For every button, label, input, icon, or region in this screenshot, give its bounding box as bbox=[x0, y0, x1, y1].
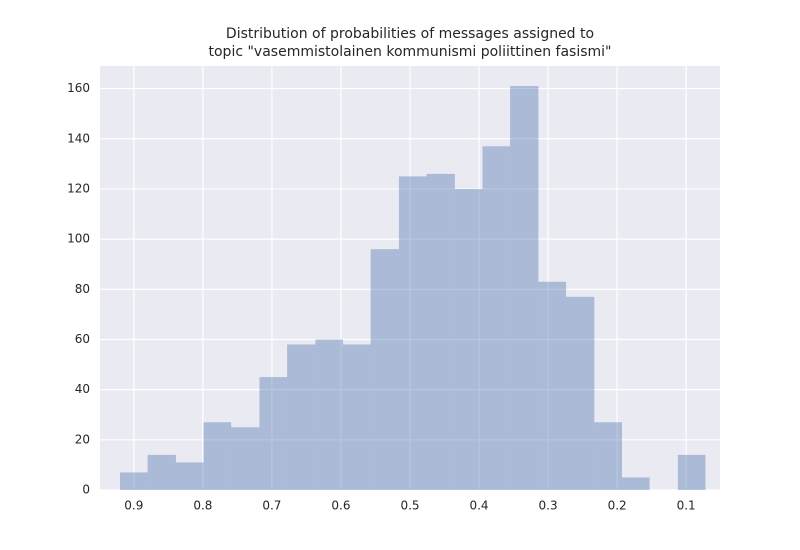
bar bbox=[594, 422, 622, 490]
bar bbox=[538, 281, 567, 490]
y-tick-label: 100 bbox=[67, 232, 90, 246]
bar bbox=[175, 462, 204, 490]
x-tick-label: 0.9 bbox=[124, 499, 143, 513]
bars bbox=[120, 86, 706, 490]
y-tick-label: 0 bbox=[82, 483, 90, 497]
bar bbox=[398, 176, 427, 490]
labels: 0 20 40 60 80 100 120 140 160 0.9 0.8 0.7 0.6 0.5 0.4 0… bbox=[67, 81, 696, 512]
bar bbox=[287, 344, 316, 490]
y-tick-label: 40 bbox=[75, 382, 90, 396]
x-tick-label: 0.3 bbox=[539, 499, 558, 513]
bar bbox=[677, 454, 706, 490]
bar bbox=[120, 472, 148, 490]
bar bbox=[315, 339, 344, 490]
y-tick-label: 140 bbox=[67, 131, 90, 145]
x-tick-label: 0.5 bbox=[400, 499, 419, 513]
y-tick-label: 20 bbox=[75, 432, 90, 446]
bar bbox=[426, 173, 455, 490]
bar bbox=[566, 296, 595, 490]
bar bbox=[259, 377, 288, 490]
x-tick-label: 0.6 bbox=[331, 499, 350, 513]
y-tick-label: 160 bbox=[67, 81, 90, 95]
y-tick-label: 80 bbox=[75, 282, 90, 296]
bar bbox=[343, 344, 371, 490]
x-tick-label: 0.4 bbox=[469, 499, 488, 513]
bar bbox=[370, 249, 399, 490]
x-tick-label: 0.1 bbox=[677, 499, 696, 513]
x-tick-label: 0.7 bbox=[262, 499, 281, 513]
bar bbox=[231, 427, 260, 490]
x-tick-label: 0.8 bbox=[193, 499, 212, 513]
y-tick-label: 120 bbox=[67, 181, 90, 195]
grid bbox=[100, 66, 720, 491]
bar bbox=[203, 422, 232, 490]
chart-title: topic "vasemmistolainen kommunismi polii… bbox=[209, 44, 612, 60]
bar bbox=[621, 477, 650, 490]
chart-title: Distribution of probabilities of message… bbox=[226, 26, 594, 42]
y-tick-label: 60 bbox=[75, 332, 90, 346]
bar bbox=[147, 454, 176, 490]
x-tick-label: 0.2 bbox=[608, 499, 627, 513]
bar bbox=[454, 188, 483, 490]
bar bbox=[510, 86, 539, 490]
bar bbox=[482, 146, 511, 490]
